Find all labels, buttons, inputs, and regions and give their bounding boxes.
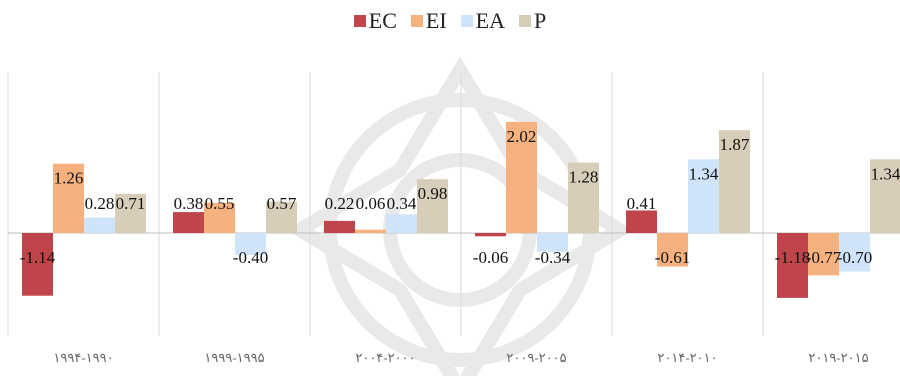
bar-ec-5	[777, 233, 808, 298]
value-label-ei-1: 0.55	[205, 194, 235, 213]
value-label-ec-1: 0.38	[174, 194, 204, 213]
value-label-ea-4: 1.34	[689, 164, 719, 183]
bar-ei-5	[808, 233, 839, 276]
category-label-4: ۲۰۱۴-۲۰۱۰	[657, 350, 717, 365]
legend-item-ec: EC	[353, 8, 397, 34]
value-label-p-2: 0.98	[418, 184, 448, 203]
value-label-ea-1: -0.40	[233, 248, 268, 267]
bars	[22, 121, 900, 298]
bar-ec-0	[22, 233, 53, 296]
bar-ei-1	[204, 202, 235, 233]
category-dividers	[7, 72, 764, 336]
bar-ea-0	[84, 217, 115, 233]
value-label-ea-2: 0.34	[387, 194, 417, 213]
value-label-p-1: 0.57	[267, 194, 297, 213]
category-label-1: ۱۹۹۹-۱۹۹۵	[204, 350, 264, 365]
bar-p-5	[870, 159, 900, 233]
category-label-2: ۲۰۰۴-۲۰۰۰	[355, 350, 415, 365]
bar-ec-2	[324, 220, 355, 233]
value-label-ec-4: 0.41	[627, 194, 657, 213]
bar-p-3	[568, 162, 599, 233]
bar-ea-5	[839, 233, 870, 272]
value-label-p-5: 1.34	[871, 164, 900, 183]
category-label-3: ۲۰۰۹-۲۰۰۵	[506, 350, 566, 365]
bar-ei-0	[53, 163, 84, 233]
bar-ec-3	[475, 233, 506, 237]
value-label-ei-2: 0.06	[356, 194, 386, 213]
value-label-ec-3: -0.06	[473, 248, 508, 267]
bar-ec-1	[173, 212, 204, 233]
category-labels: ۱۹۹۴-۱۹۹۰ ۱۹۹۹-۱۹۹۵ ۲۰۰۴-۲۰۰۰ ۲۰۰۹-۲۰۰۵ ۲۰۱۴…	[53, 350, 868, 365]
bar-ei-2	[355, 229, 386, 233]
value-label-ea-0: 0.28	[85, 194, 115, 213]
legend-swatch-ec	[353, 15, 366, 27]
value-label-ei-5: -0.77	[806, 248, 842, 267]
legend-item-ei: EI	[410, 8, 447, 34]
bar-p-0	[115, 193, 146, 233]
legend-label-p: P	[533, 8, 547, 33]
category-label-0: ۱۹۹۴-۱۹۹۰	[53, 350, 113, 365]
value-label-p-3: 1.28	[569, 168, 599, 187]
value-label-ec-5: -1.18	[775, 248, 810, 267]
value-label-p-4: 1.87	[720, 135, 750, 154]
bar-ea-2	[386, 214, 417, 233]
bar-p-1	[266, 201, 297, 233]
bar-ei-4	[657, 233, 688, 267]
bar-ec-4	[626, 210, 657, 233]
legend-label-ei: EI	[425, 8, 447, 33]
value-label-ea-3: -0.34	[535, 248, 571, 267]
bar-p-4	[719, 130, 750, 233]
value-label-ei-4: -0.61	[655, 248, 690, 267]
legend-item-p: P	[518, 8, 547, 34]
legend-label-ec: EC	[368, 8, 397, 33]
bar-ea-1	[235, 233, 266, 255]
value-label-p-0: 0.71	[116, 194, 146, 213]
legend-label-ea: EA	[475, 8, 505, 33]
value-label-ec-2: 0.22	[325, 194, 355, 213]
legend-swatch-ei	[410, 15, 423, 27]
value-label-ea-5: -0.70	[837, 248, 872, 267]
bar-ei-3	[506, 121, 537, 233]
value-label-ei-0: 1.26	[54, 169, 84, 188]
value-label-ei-3: 2.02	[507, 127, 537, 146]
value-labels: -1.141.260.28 0.71 0.38 0.55-0.400.57 0.22 0.…	[20, 127, 900, 267]
value-label-ec-0: -1.14	[20, 248, 56, 267]
bar-ea-4	[688, 159, 719, 233]
legend-swatch-ea	[460, 15, 473, 27]
legend-swatch-p	[518, 15, 531, 27]
category-label-5: ۲۰۱۹-۲۰۱۵	[808, 350, 868, 365]
bar-p-2	[417, 179, 448, 233]
legend-item-ea: EA	[460, 8, 505, 34]
legend: EC EI EA P	[0, 8, 900, 34]
bar-ea-3	[537, 233, 568, 252]
